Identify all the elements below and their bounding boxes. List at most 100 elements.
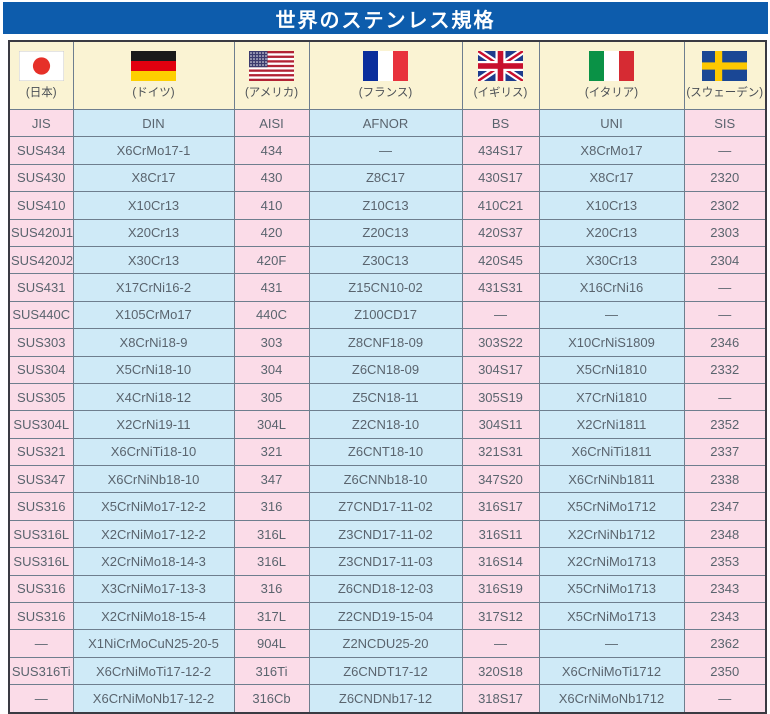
column-header-afnor: AFNOR — [308, 108, 463, 138]
table-cell: 316Ti — [233, 656, 310, 686]
table-cell: X17CrNi16-2 — [72, 273, 235, 302]
table-cell: X2CrNiMo18-14-3 — [72, 547, 235, 576]
table-cell: 2337 — [683, 437, 767, 467]
table-cell: 304 — [233, 355, 310, 384]
table-cell: 321 — [233, 437, 310, 467]
table-cell: X5CrNiMo1713 — [538, 574, 685, 604]
country-label: (ドイツ) — [132, 87, 175, 99]
table-cell: 2350 — [683, 656, 767, 686]
table-row: SUS420J2 X30Cr13 420F Z30C13 420S45 X30Cr13 23… — [8, 245, 767, 275]
france-flag-icon — [363, 51, 408, 81]
table-cell: 420S37 — [461, 218, 540, 247]
table-cell: 410 — [233, 191, 310, 220]
country-label: (イタリア) — [584, 87, 639, 99]
table-cell: X16CrNi16 — [538, 273, 685, 302]
table-cell: Z8C17 — [308, 163, 463, 193]
table-cell: 904L — [233, 629, 310, 658]
country-label: (スウェーデン) — [686, 87, 764, 99]
table-cell: SUS305 — [8, 382, 74, 412]
table-cell: X5CrNiMo17-12-2 — [72, 492, 235, 521]
table-cell: SUS304L — [8, 410, 74, 439]
germany-flag-icon — [131, 51, 176, 81]
table-cell: 305S19 — [461, 382, 540, 412]
flag-header-row: (日本) (ドイツ) (アメリカ) (フランス) (イギリス) (イタリア) (スウェーデン… — [8, 40, 767, 110]
table-cell: Z2CN18-10 — [308, 410, 463, 439]
table-cell: 410C21 — [461, 191, 540, 220]
table-cell: — — [308, 136, 463, 165]
table-cell: X30Cr13 — [72, 245, 235, 275]
table-cell: X6CrNiMoNb17-12-2 — [72, 684, 235, 714]
table-cell: — — [683, 136, 767, 165]
table-body: SUS434 X6CrMo17-1 434—434S17 X8CrMo17— SUS43… — [8, 136, 767, 714]
table-cell: 420 — [233, 218, 310, 247]
column-header-jis: JIS — [8, 108, 74, 138]
flag-cell: (日本) — [8, 40, 74, 110]
table-cell: X2CrNi1811 — [538, 410, 685, 439]
table-cell: 2352 — [683, 410, 767, 439]
table-cell: 2343 — [683, 574, 767, 604]
table-cell: Z100CD17 — [308, 300, 463, 330]
page-title: 世界のステンレス規格 — [275, 9, 496, 32]
table-row: SUS431 X17CrNi16-2 431 Z15CN10-02 431S31 X16C… — [8, 273, 767, 302]
table-cell: SUS347 — [8, 465, 74, 494]
stainless-standards-table: (日本) (ドイツ) (アメリカ) (フランス) (イギリス) (イタリア) (スウェーデン… — [8, 40, 767, 714]
table-cell: 303 — [233, 328, 310, 357]
table-cell: X10Cr13 — [538, 191, 685, 220]
table-cell: X6CrNiNb1811 — [538, 465, 685, 494]
table-cell: X6CrNiTi1811 — [538, 437, 685, 467]
table-cell: 304S17 — [461, 355, 540, 384]
table-row: SUS316L X2CrNiMo18-14-3 316L Z3CND17-11-03 3… — [8, 547, 767, 576]
table-cell: SUS316 — [8, 602, 74, 631]
table-cell: Z15CN10-02 — [308, 273, 463, 302]
table-cell: — — [683, 382, 767, 412]
table-cell: 2346 — [683, 328, 767, 357]
table-cell: X1NiCrMoCuN25-20-5 — [72, 629, 235, 658]
column-header-sis: SIS — [683, 108, 767, 138]
table-cell: Z2CND19-15-04 — [308, 602, 463, 631]
table-cell: X7CrNi1810 — [538, 382, 685, 412]
table-cell: 316Cb — [233, 684, 310, 714]
table-cell: X8CrMo17 — [538, 136, 685, 165]
table-cell: SUS316 — [8, 492, 74, 521]
table-cell: 317S12 — [461, 602, 540, 631]
column-header-bs: BS — [461, 108, 540, 138]
table-row: SUS316 X5CrNiMo17-12-2 316 Z7CND17-11-02 316… — [8, 492, 767, 521]
table-cell: X6CrNiMoTi17-12-2 — [72, 656, 235, 686]
table-cell: X20Cr13 — [538, 218, 685, 247]
table-cell: SUS316L — [8, 519, 74, 549]
table-cell: SUS304 — [8, 355, 74, 384]
flag-cell: (フランス) — [308, 40, 463, 110]
table-cell: SUS410 — [8, 191, 74, 220]
table-cell: SUS303 — [8, 328, 74, 357]
table-cell: 318S17 — [461, 684, 540, 714]
table-cell: Z6CNNb18-10 — [308, 465, 463, 494]
flag-cell: (イタリア) — [538, 40, 685, 110]
table-cell: Z3CND17-11-03 — [308, 547, 463, 576]
table-cell: 317L — [233, 602, 310, 631]
table-cell: X6CrNiMoNb1712 — [538, 684, 685, 714]
table-cell: X6CrNiMoTi1712 — [538, 656, 685, 686]
table-row: SUS430 X8Cr17 430 Z8C17 430S17 X8Cr17 2320 — [8, 163, 767, 193]
table-row: — X1NiCrMoCuN25-20-5 904L Z2NCDU25-20— —2362 — [8, 629, 767, 658]
table-row: SUS420J1 X20Cr13 420 Z20C13 420S37 X20Cr13 230… — [8, 218, 767, 247]
table-cell: X6CrMo17-1 — [72, 136, 235, 165]
table-row: SUS316 X3CrNiMo17-13-3 316 Z6CND18-12-03 316… — [8, 574, 767, 604]
table-row: SUS316 X2CrNiMo18-15-4 317L Z2CND19-15-04 31… — [8, 602, 767, 631]
table-cell: — — [461, 629, 540, 658]
column-header-din: DIN — [72, 108, 235, 138]
table-cell: 316L — [233, 519, 310, 549]
table-cell: X20Cr13 — [72, 218, 235, 247]
table-cell: X2CrNiNb1712 — [538, 519, 685, 549]
table-cell: Z6CNDT17-12 — [308, 656, 463, 686]
flag-cell: (アメリカ) — [233, 40, 310, 110]
column-header-aisi: AISI — [233, 108, 310, 138]
table-row: SUS304L X2CrNi19-11 304L Z2CN18-10 304S11 X2C… — [8, 410, 767, 439]
table-cell: 430 — [233, 163, 310, 193]
country-label: (アメリカ) — [244, 87, 299, 99]
table-row: SUS440C X105CrMo17 440C Z100CD17— — — — [8, 300, 767, 330]
table-cell: 2332 — [683, 355, 767, 384]
table-cell: 434S17 — [461, 136, 540, 165]
table-cell: X5CrNi1810 — [538, 355, 685, 384]
table-cell: X2CrNiMo1713 — [538, 547, 685, 576]
table-cell: X10CrNiS1809 — [538, 328, 685, 357]
